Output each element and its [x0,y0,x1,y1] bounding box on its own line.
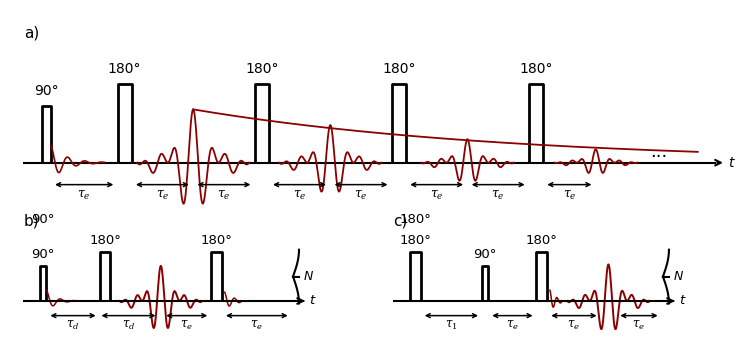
Text: $\tau_d$: $\tau_d$ [122,319,135,332]
Text: N: N [674,270,683,283]
Text: $\tau_e$: $\tau_e$ [354,189,368,202]
Text: N: N [304,270,313,283]
Text: $\tau_e$: $\tau_e$ [180,319,193,332]
Text: 180°: 180° [399,213,431,226]
Text: $\tau_e$: $\tau_e$ [430,189,443,202]
Text: 180°: 180° [382,62,415,76]
Text: $\tau_e$: $\tau_e$ [77,189,91,202]
Text: b): b) [23,213,39,228]
Text: $\tau_e$: $\tau_e$ [251,319,263,332]
Text: $\tau_e$: $\tau_e$ [568,319,581,332]
Text: $\tau_e$: $\tau_e$ [217,189,231,202]
Text: a): a) [24,25,39,40]
Text: 90°: 90° [473,248,497,261]
Text: $\tau_1$: $\tau_1$ [445,319,458,332]
Text: 90°: 90° [34,84,59,98]
Text: $\tau_e$: $\tau_e$ [293,189,307,202]
Text: $\tau_e$: $\tau_e$ [562,189,576,202]
Text: t: t [680,295,685,307]
Text: 180°: 180° [399,234,431,247]
Text: 180°: 180° [519,62,553,76]
Text: 90°: 90° [32,248,55,261]
Text: $\tau_e$: $\tau_e$ [156,189,169,202]
Text: 180°: 180° [89,234,121,247]
Text: ...: ... [650,143,667,162]
Text: 90°: 90° [32,213,55,226]
Text: t: t [728,156,733,170]
Text: $\tau_d$: $\tau_d$ [66,319,80,332]
Text: 180°: 180° [108,62,141,76]
Text: c): c) [393,213,408,228]
Text: 180°: 180° [526,234,558,247]
Text: 180°: 180° [201,234,233,247]
Text: 180°: 180° [245,62,279,76]
Text: $\tau_e$: $\tau_e$ [633,319,646,332]
Text: t: t [310,295,315,307]
Text: $\tau_e$: $\tau_e$ [492,189,505,202]
Text: $\tau_e$: $\tau_e$ [506,319,519,332]
